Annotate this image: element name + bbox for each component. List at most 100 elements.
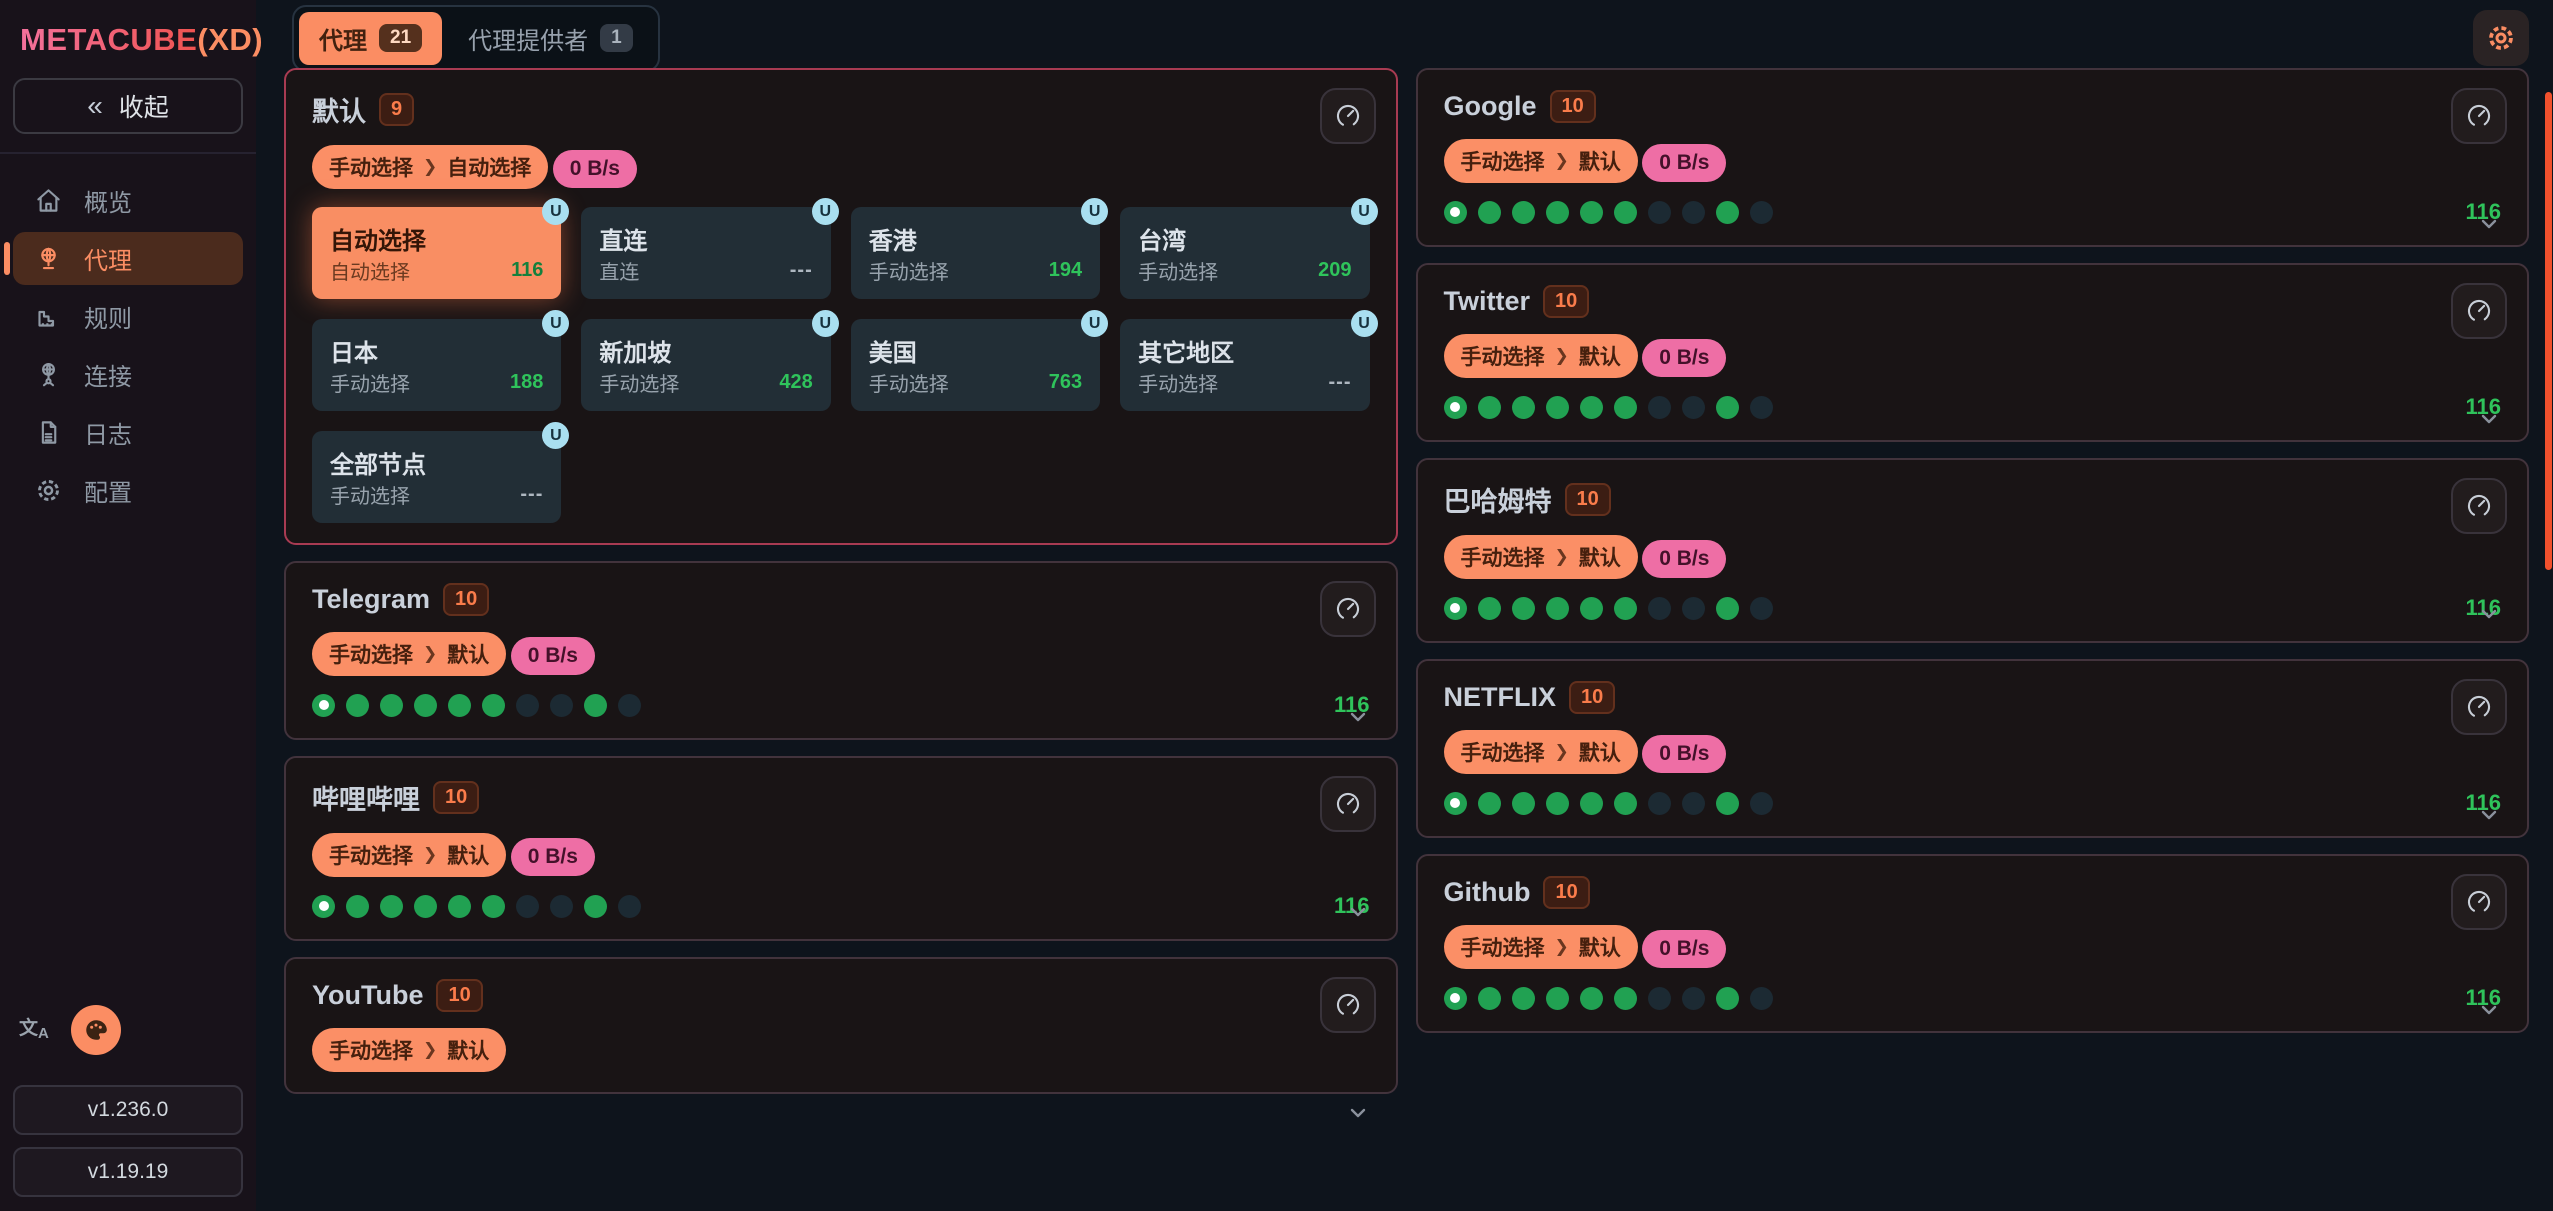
expand-chevron-button[interactable] [1346, 705, 1370, 729]
node-status-dot [346, 894, 369, 918]
selected-node-label: 默认 [1578, 937, 1621, 960]
udp-badge: U [542, 198, 570, 225]
selector-chip[interactable]: 手动选择 ❯ 默认 [312, 833, 507, 877]
node-status-dot [448, 693, 471, 717]
group-header: 默认 9 [312, 90, 1370, 129]
group-header: NETFLIX 10 [1444, 681, 2502, 714]
sidebar-item-proxies[interactable]: 代理 [4, 232, 243, 285]
proxy-node-card[interactable]: U 直连 直连 --- [581, 198, 839, 299]
core-version-button[interactable]: v1.19.19 [13, 1147, 243, 1197]
proxy-node-card[interactable]: U 美国 手动选择 763 [850, 310, 1109, 411]
expand-chevron-button[interactable] [2477, 602, 2501, 626]
selector-chip[interactable]: 手动选择 ❯ 默认 [1443, 925, 1638, 969]
node-protocol-label: 手动选择 [1138, 262, 1219, 284]
node-dots-row: 116 [1443, 985, 2501, 1011]
selector-chip[interactable]: 手动选择 ❯ 默认 [1443, 139, 1638, 183]
expand-chevron-button[interactable] [1346, 1101, 1370, 1125]
node-dots-row: 116 [312, 893, 1370, 919]
node-dots-row: 116 [312, 692, 1370, 718]
selector-chip[interactable]: 手动选择 ❯ 默认 [1443, 535, 1638, 579]
translate-icon[interactable]: 文A [19, 1018, 49, 1042]
node-status-dot [1477, 791, 1501, 815]
topbar: 代理 21 代理提供者 1 [256, 0, 2553, 72]
node-name: 台湾 [1138, 228, 1187, 255]
latency-test-button[interactable] [2451, 478, 2507, 534]
expand-chevron-button[interactable] [2477, 803, 2501, 827]
download-speed-label: 0 B/s [527, 845, 578, 868]
proxies-settings-button[interactable] [2473, 10, 2529, 66]
node-dots-row: 116 [1443, 394, 2501, 420]
sidebar-item-connections[interactable]: 连接 [13, 348, 243, 401]
sidebar-collapse-button[interactable]: « 收起 [13, 78, 243, 134]
expand-chevron-button[interactable] [2477, 998, 2501, 1022]
group-header: Twitter 10 [1444, 285, 2502, 318]
node-status-dot [1511, 200, 1535, 224]
latency-test-button[interactable] [2451, 88, 2507, 144]
theme-palette-button[interactable] [70, 1005, 121, 1055]
selector-type-label: 手动选择 [329, 157, 413, 180]
proxy-node-card[interactable]: U 台湾 手动选择 209 [1120, 198, 1378, 299]
latency-test-button[interactable] [2451, 874, 2507, 930]
sidebar-item-config[interactable]: 配置 [13, 464, 243, 517]
proxy-group-card-1: Telegram 10 手动选择 ❯ 默认 0 B/s 116 [284, 561, 1398, 740]
selector-chip[interactable]: 手动选择 ❯ 默认 [312, 632, 507, 676]
latency-test-button[interactable] [1319, 776, 1376, 832]
udp-badge: U [1081, 198, 1109, 225]
latency-test-button[interactable] [2451, 283, 2507, 339]
expand-chevron-button[interactable] [2477, 212, 2501, 236]
speedometer-icon [2467, 104, 2491, 128]
sidebar-item-logs[interactable]: 日志 [13, 406, 243, 459]
download-speed-label: 0 B/s [569, 157, 620, 180]
sidebar-item-rules[interactable]: 规则 [13, 290, 243, 343]
scrollbar-thumb[interactable] [2545, 92, 2552, 570]
sidebar: METACUBE(XD) « 收起 概览 代理 规则 连接 日志 配置 文A [0, 0, 263, 1211]
speed-chip: 0 B/s [552, 150, 637, 188]
group-latency: 116 [2465, 595, 2502, 620]
proxy-node-card[interactable]: U 其它地区 手动选择 --- [1120, 310, 1378, 411]
sidebar-menu: 概览 代理 规则 连接 日志 配置 [0, 154, 256, 517]
node-latency: 194 [1048, 259, 1083, 281]
proxy-group-card-3: YouTube 10 手动选择 ❯ 默认 [284, 957, 1398, 1118]
ruler-icon [35, 303, 62, 330]
selected-node-label: 默认 [1578, 151, 1621, 174]
group-count-badge: 10 [436, 979, 483, 1012]
tab-proxies[interactable]: 代理 21 [299, 11, 443, 65]
core-version-label: v1.19.19 [87, 1160, 169, 1183]
proxy-node-card[interactable]: U 全部节点 手动选择 --- [312, 422, 570, 523]
expand-chevron-button[interactable] [2477, 407, 2501, 431]
sidebar-item-label: 概览 [84, 190, 132, 217]
proxy-node-card[interactable]: U 新加坡 手动选择 428 [581, 310, 839, 411]
speedometer-icon [1336, 792, 1359, 816]
latency-test-button[interactable] [1319, 88, 1376, 144]
tab-proxy-providers[interactable]: 代理提供者 1 [448, 12, 653, 65]
proxy-node-card[interactable]: U 香港 手动选择 194 [850, 198, 1109, 299]
selector-chip[interactable]: 手动选择 ❯ 默认 [1443, 730, 1638, 774]
selected-node-label: 自动选择 [447, 157, 532, 180]
node-status-dot [1715, 596, 1739, 620]
sidebar-item-overview[interactable]: 概览 [13, 174, 243, 227]
latency-test-button[interactable] [1319, 581, 1376, 637]
selected-node-label: 默认 [447, 845, 490, 868]
selector-chip[interactable]: 手动选择 ❯ 自动选择 [312, 145, 549, 189]
node-status-dot [380, 894, 403, 918]
node-status-dot [312, 693, 335, 717]
group-header: Telegram 10 [312, 583, 1370, 616]
node-status-dot [1647, 395, 1671, 419]
latency-test-button[interactable] [2451, 679, 2507, 735]
selector-chip[interactable]: 手动选择 ❯ 默认 [1443, 334, 1638, 378]
selector-chip[interactable]: 手动选择 ❯ 默认 [312, 1028, 507, 1072]
proxy-node-card[interactable]: U 自动选择 自动选择 116 [312, 198, 570, 299]
node-status-dot [1545, 986, 1569, 1010]
selector-type-label: 手动选择 [329, 644, 413, 667]
node-status-dot [1749, 791, 1773, 815]
latency-test-button[interactable] [1319, 977, 1376, 1033]
node-protocol-label: 手动选择 [330, 486, 410, 508]
selected-node-label: 默认 [447, 1040, 490, 1063]
app-version-button[interactable]: v1.236.0 [13, 1085, 243, 1135]
download-speed-label: 0 B/s [1659, 547, 1710, 570]
proxy-columns: 默认 9 手动选择 ❯ 自动选择 0 B/s U 自动选择 自动选择 116 [256, 62, 2553, 1192]
download-speed-label: 0 B/s [1659, 151, 1710, 174]
proxy-node-card[interactable]: U 日本 手动选择 188 [312, 310, 570, 411]
node-latency: --- [1328, 371, 1352, 393]
expand-chevron-button[interactable] [1346, 900, 1370, 924]
